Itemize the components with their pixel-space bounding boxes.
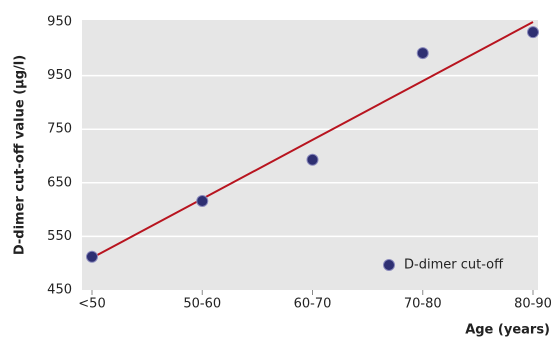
- data-point: [306, 153, 319, 166]
- legend-label: D-dimer cut-off: [404, 258, 504, 273]
- y-tick-label: 450: [47, 283, 72, 298]
- y-tick-label: 750: [47, 122, 72, 137]
- legend-marker: [383, 259, 395, 271]
- trend-line: [91, 21, 534, 259]
- data-point: [196, 195, 209, 208]
- y-tick-label: 650: [47, 175, 72, 190]
- y-tick-label: 550: [47, 229, 72, 244]
- x-tick-label: 60-70: [294, 297, 332, 312]
- data-point: [86, 250, 98, 263]
- data-point: [416, 47, 429, 60]
- x-tick-label: 80-90: [514, 297, 552, 312]
- y-tick-label: 950: [47, 15, 72, 30]
- y-axis-label: D-dimer cut-off value (µg/l): [13, 55, 28, 255]
- x-tick-label: 50-60: [183, 297, 221, 312]
- x-tick-label: <50: [78, 297, 105, 312]
- y-tick-label: 950: [47, 68, 72, 83]
- data-point: [527, 26, 539, 39]
- x-axis-label: Age (years): [465, 323, 550, 338]
- x-tick-label: 70-80: [404, 297, 442, 312]
